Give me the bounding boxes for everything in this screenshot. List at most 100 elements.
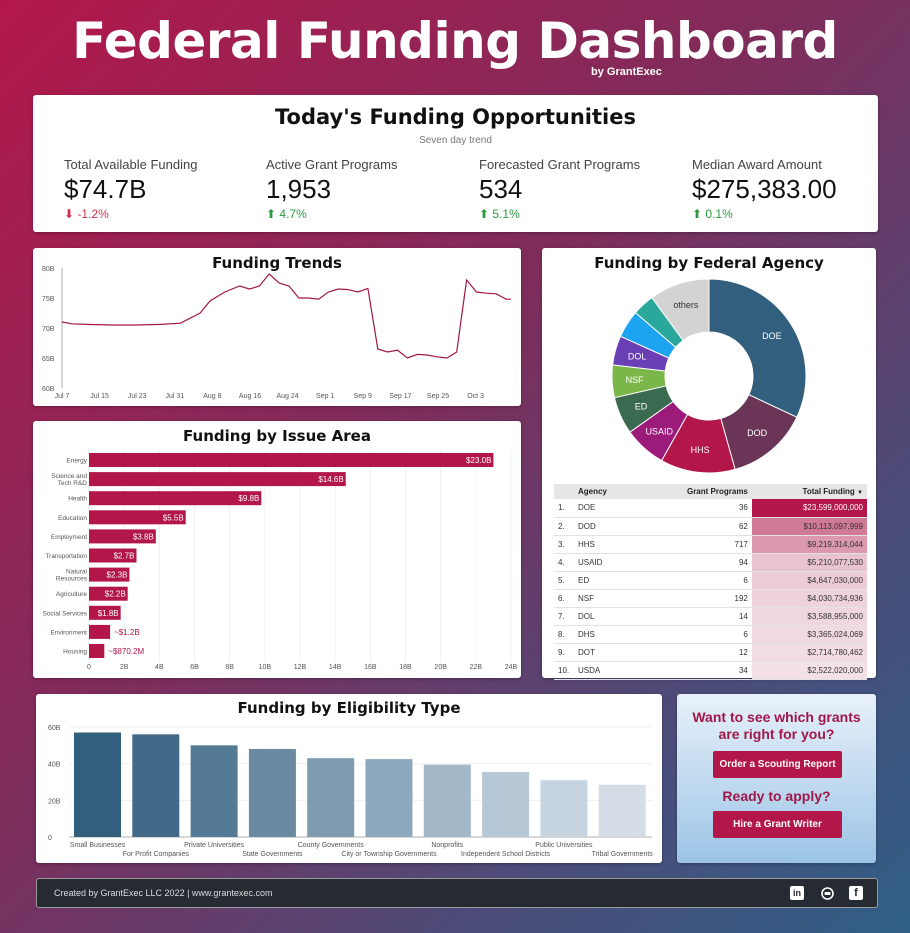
table-row[interactable]: 2. DOD 62 $10,113,097,999	[554, 517, 867, 536]
byline: by GrantExec	[591, 66, 662, 78]
row-programs: 62	[636, 517, 752, 536]
order-scouting-report-button[interactable]: Order a Scouting Report	[713, 751, 842, 778]
x-tick-label: Oct 3	[467, 393, 484, 400]
cta-question: Want to see which grants are right for y…	[692, 709, 861, 742]
row-agency: DOL	[574, 607, 637, 626]
row-rank: 7.	[554, 607, 574, 626]
linkedin-icon[interactable]: in	[790, 886, 804, 900]
bar-value-label: ~$870.2M	[108, 647, 144, 656]
x-tick-label: Sep 25	[427, 393, 449, 400]
table-row[interactable]: 4. USAID 94 $5,210,077,530	[554, 553, 867, 572]
facebook-icon[interactable]: f	[849, 886, 863, 900]
column-header-programs[interactable]: Grant Programs	[636, 484, 752, 499]
kpi-active-programs: Active Grant Programs 1,953 ⬆ 4.7%	[266, 157, 398, 221]
slice-label: DOL	[628, 351, 647, 361]
table-row[interactable]: 6. NSF 192 $4,030,734,936	[554, 589, 867, 608]
bar	[89, 529, 156, 544]
bar	[89, 644, 105, 658]
y-tick-label: 60B	[42, 386, 55, 393]
bar	[598, 784, 646, 837]
footer: Created by GrantExec LLC 2022 | www.gran…	[36, 878, 878, 908]
category-label: Resources	[56, 576, 88, 583]
kpi-delta-value: 5.1%	[492, 207, 520, 221]
category-label: Natural	[66, 569, 88, 576]
federal-agency-card: Funding by Federal Agency DOE DOD HHS USAID…	[542, 248, 876, 680]
bar-value-label: $23.0B	[466, 456, 491, 465]
table-row[interactable]: 3. HHS 717 $9,219,314,044	[554, 535, 867, 554]
category-label: Social Services	[43, 610, 88, 617]
row-total: $9,219,314,044	[751, 535, 867, 554]
slice-label: USAID	[645, 426, 673, 436]
bar-value-label: $1.8B	[98, 609, 119, 618]
bar	[307, 758, 355, 837]
x-tick-label: 22B	[470, 664, 483, 671]
kpi-delta: ⬆ 5.1%	[479, 207, 640, 221]
bar-value-label: $14.6B	[318, 475, 343, 484]
x-tick-label: Small Businesses	[70, 842, 126, 849]
row-agency: USAID	[574, 553, 637, 572]
kpi-value: $74.7B	[64, 174, 147, 204]
cta-apply-question: Ready to apply?	[722, 788, 831, 804]
row-total: $4,647,030,000	[751, 571, 867, 590]
donut-slice	[708, 278, 807, 418]
row-programs: 6	[636, 571, 752, 590]
row-rank: 1.	[554, 499, 574, 518]
table-row[interactable]: 5. ED 6 $4,647,030,000	[554, 571, 867, 590]
funding-trends-card: Funding Trends 80B 75B 70B 65B 60B Jul 7 Jul 1…	[33, 248, 521, 406]
table-row[interactable]: 7. DOL 14 $3,588,955,000	[554, 607, 867, 626]
x-tick-label: 24B	[505, 664, 518, 671]
column-header-total[interactable]: Total Funding ▼	[751, 484, 867, 499]
x-tick-label: 18B	[399, 664, 412, 671]
bar	[89, 548, 137, 563]
y-tick-label: 65B	[42, 356, 55, 363]
category-label: Energy	[66, 458, 87, 465]
kpi-delta: ⬆ 0.1%	[692, 207, 837, 221]
chart-title: Funding Trends	[212, 254, 342, 272]
x-tick-label: City or Township Governments	[341, 851, 437, 858]
x-tick-label: Jul 7	[55, 393, 70, 400]
category-label: Science and	[51, 473, 87, 480]
y-tick-label: 0	[48, 835, 52, 842]
bar	[74, 732, 121, 837]
x-tick-label: Jul 31	[165, 393, 184, 400]
x-tick-label: Sep 1	[316, 393, 334, 400]
x-tick-label: For Profit Companies	[123, 851, 190, 858]
column-header-agency[interactable]: Agency	[574, 484, 637, 499]
table-row[interactable]: 8. DHS 6 $3,365,024,069	[554, 625, 867, 644]
sort-desc-icon[interactable]: ▼	[857, 490, 863, 496]
table-row[interactable]: 9. DOT 12 $2,714,780,462	[554, 643, 867, 662]
kpi-median-award: Median Award Amount $275,383.00 ⬆ 0.1%	[692, 157, 837, 221]
bar-value-label: $3.8B	[133, 532, 154, 541]
x-tick-label: Jul 15	[90, 393, 109, 400]
x-tick-label: 4B	[155, 664, 164, 671]
issue-area-chart[interactable]: 0 2B 4B 6B 8B 10B 12B 14B 16B 18B 20B 22B 24B Energy $…	[33, 421, 521, 678]
table-row[interactable]: 1. DOE 36 $23,599,000,000	[554, 499, 867, 518]
bar	[423, 764, 471, 837]
slice-label: others	[673, 300, 699, 310]
x-tick-label: Jul 23	[128, 393, 147, 400]
bar	[89, 472, 346, 487]
eligibility-chart[interactable]: 60B 40B 20B 0 Small Businesses For Profit Com…	[36, 694, 662, 863]
hire-grant-writer-button[interactable]: Hire a Grant Writer	[713, 811, 842, 838]
table-row[interactable]: 10. USDA 34 $2,522,020,000	[554, 661, 867, 680]
youtube-icon[interactable]	[820, 886, 834, 900]
x-tick-label: Independent School Districts	[461, 851, 551, 858]
slice-label: DOE	[762, 331, 782, 341]
kpi-forecasted-programs: Forecasted Grant Programs 534 ⬆ 5.1%	[479, 157, 640, 221]
slice-label: HHS	[691, 445, 710, 455]
x-tick-label: Sep 17	[389, 393, 411, 400]
bar-value-label: $5.5B	[163, 513, 184, 522]
kpi-delta: ⬇ -1.2%	[64, 207, 197, 221]
row-rank: 9.	[554, 643, 574, 662]
bar	[190, 745, 238, 837]
federal-agency-donut[interactable]: DOE DOD HHS USAID ED NSF DOL others	[542, 248, 876, 478]
kpi-delta-value: 4.7%	[279, 207, 307, 221]
bar	[89, 624, 111, 639]
row-total: $2,522,020,000	[751, 661, 867, 680]
bar	[89, 605, 121, 620]
x-tick-label: Tribal Governments	[592, 851, 654, 858]
category-label: Health	[68, 496, 87, 503]
y-tick-label: 40B	[48, 762, 61, 769]
row-agency: HHS	[574, 535, 637, 554]
